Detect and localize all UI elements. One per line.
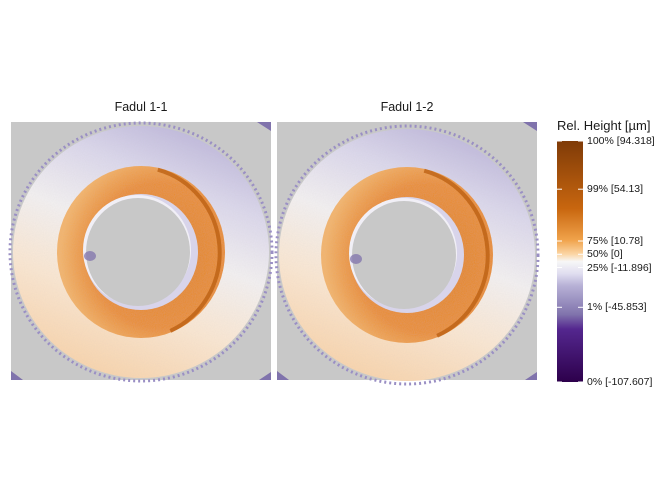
ring-edge-shadow <box>423 168 490 338</box>
panel-title-2: Fadul 1-2 <box>380 100 434 114</box>
corner-speckle <box>277 371 289 380</box>
corner-speckle <box>525 372 537 380</box>
firing-pin-hole <box>86 198 190 306</box>
firing-pin-hole <box>352 201 456 309</box>
corner-speckle <box>11 371 23 380</box>
legend-tick-label: 1% [-45.853] <box>587 301 647 314</box>
notch-mark <box>84 251 96 261</box>
edge-speckle <box>274 124 540 386</box>
legend-tick-label: 25% [-11.896] <box>587 261 652 274</box>
heatmap-panel-2 <box>274 122 540 386</box>
legend-colorbar <box>557 141 583 382</box>
corner-speckle <box>257 122 271 131</box>
legend-tick-label: 75% [10.78] <box>587 235 644 247</box>
panel-title-1: Fadul 1-1 <box>114 100 168 114</box>
edge-speckle <box>8 121 274 383</box>
notch-mark <box>350 254 362 264</box>
corner-speckle <box>259 372 271 380</box>
corner-speckle <box>523 122 537 131</box>
legend-tick-label: 50% [0] <box>587 248 623 261</box>
legend-title: Rel. Height [µm] <box>557 118 651 133</box>
legend-tick-label: 100% [94.318] <box>587 135 655 147</box>
ring-edge-shadow <box>157 167 222 333</box>
legend-tick-label: 0% [-107.607] <box>587 376 653 388</box>
heatmap-panel-1 <box>8 121 274 383</box>
legend-tick-label: 99% [54.13] <box>587 183 644 196</box>
